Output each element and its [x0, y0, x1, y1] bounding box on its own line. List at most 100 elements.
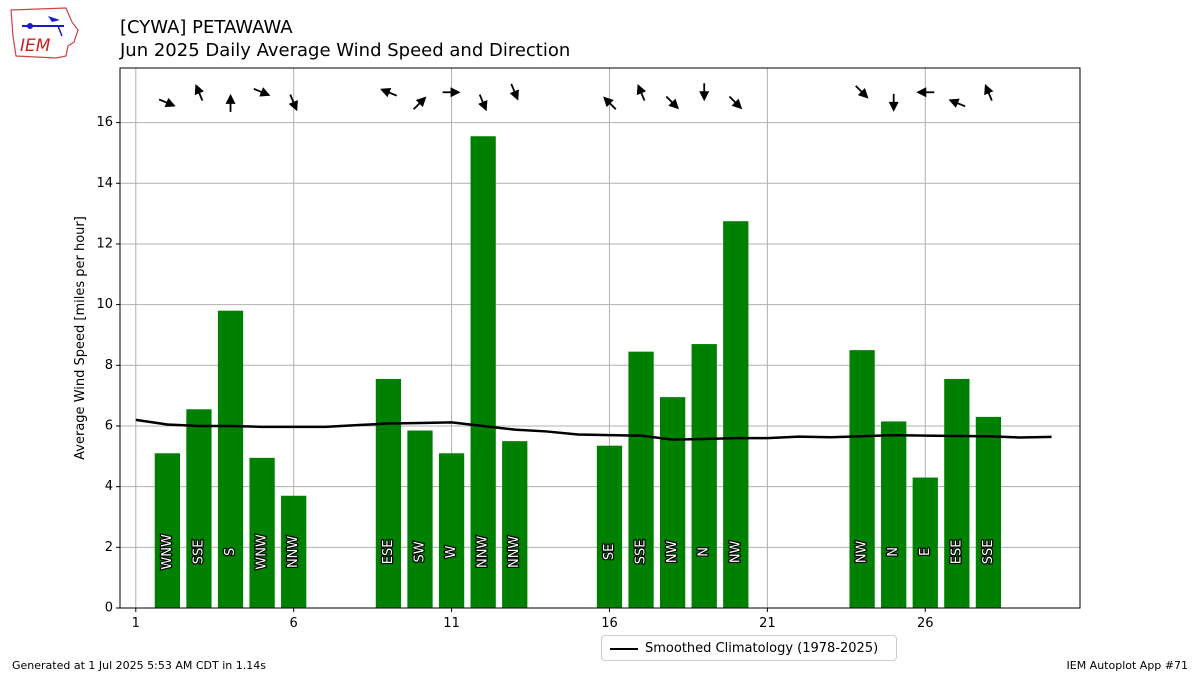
wind-arrow-day-19	[699, 83, 710, 102]
bar-day-18	[660, 397, 686, 608]
climatology-line	[135, 418, 1052, 441]
y-tick-label: 14	[96, 176, 113, 191]
chart: WNW SSE S WNW NNW ESE SW W NNW NNW SE SSE NW N NW NW N E E…	[73, 67, 1081, 630]
y-tick-label: 16	[96, 115, 113, 130]
bar-day-19	[691, 344, 717, 608]
bar-day-25	[881, 421, 907, 608]
wind-arrow-head	[603, 96, 614, 108]
bar-day-6	[281, 495, 307, 608]
wind-arrow-head	[380, 88, 392, 98]
iem-logo: IEM	[8, 6, 80, 60]
bar-day-13	[502, 441, 528, 608]
direction-label-day-10: SW	[413, 541, 428, 562]
direction-label-day-5: WNW	[255, 534, 270, 570]
wind-arrow-day-11	[442, 87, 461, 98]
wind-arrow-day-18	[665, 95, 679, 110]
wind-arrow-head	[731, 98, 743, 110]
bar-day-9	[375, 378, 402, 608]
direction-label-day-17: SSE	[634, 540, 649, 565]
direction-label-day-28: SSE	[981, 540, 996, 565]
y-tick-label: 10	[96, 297, 113, 312]
wind-arrow-day-20	[728, 95, 743, 110]
direction-label-day-9: ESE	[381, 540, 396, 565]
direction-label-day-27: ESE	[949, 540, 964, 565]
bar-day-20	[723, 221, 749, 608]
legend-label: Smoothed Climatology (1978-2025)	[645, 641, 879, 656]
wind-arrow-head	[164, 97, 176, 108]
wind-arrow-day-3	[194, 83, 204, 101]
wind-arrows	[158, 83, 994, 112]
x-tick-label: 1	[132, 616, 140, 630]
wind-arrow-day-12	[478, 94, 488, 112]
y-axis-label: Average Wind Speed [miles per hour]	[73, 216, 88, 460]
wind-arrow-day-26	[916, 87, 935, 98]
bars	[154, 136, 1002, 608]
x-tick-label: 16	[601, 616, 618, 630]
wind-arrow-day-24	[855, 85, 869, 99]
wind-arrow-head	[478, 100, 488, 112]
chart-title: [CYWA] PETAWAWA	[120, 17, 293, 38]
bar-day-3	[186, 409, 212, 608]
direction-label-day-24: NW	[855, 540, 870, 563]
direction-label-day-12: NNW	[476, 536, 491, 568]
direction-label-day-26: E	[918, 548, 933, 556]
wind-arrow-day-13	[509, 83, 519, 101]
wind-arrow-day-27	[948, 98, 966, 108]
wind-arrow-head	[415, 96, 427, 108]
bar-day-17	[628, 351, 654, 608]
y-tick-label: 12	[96, 236, 113, 251]
bar-day-4	[217, 310, 244, 608]
bar-day-2	[154, 453, 180, 608]
bar-day-11	[438, 453, 465, 608]
x-tick-label: 11	[443, 616, 460, 630]
y-tick-label: 6	[105, 418, 113, 433]
wind-arrow-head	[699, 91, 710, 102]
x-tick-label: 6	[290, 616, 298, 630]
bar-day-24	[849, 350, 875, 608]
wind-arrow-head	[668, 98, 679, 110]
x-tick-label: 26	[917, 616, 934, 630]
footer-app-text: IEM Autoplot App #71	[1066, 659, 1189, 672]
wind-arrow-head	[984, 83, 994, 96]
y-tick-label: 0	[105, 601, 113, 616]
wind-arrow-day-25	[888, 93, 899, 112]
bar-day-5	[249, 457, 275, 608]
direction-label-day-13: NNW	[507, 536, 522, 568]
direction-label-day-25: N	[886, 547, 901, 557]
direction-label-day-3: SSE	[191, 540, 206, 565]
wind-arrow-day-17	[636, 83, 647, 101]
direction-label-day-2: WNW	[160, 534, 175, 570]
y-tick-label: 8	[105, 358, 113, 373]
bar-day-27	[944, 378, 970, 608]
wind-arrow-day-5	[253, 87, 271, 97]
x-tick-label: 21	[759, 616, 776, 630]
wind-arrow-day-2	[158, 97, 176, 108]
direction-label-day-16: SE	[602, 544, 617, 560]
wind-arrow-day-16	[603, 96, 617, 110]
wind-arrow-head	[916, 87, 927, 98]
wind-arrow-day-28	[984, 83, 994, 101]
wind-arrow-day-4	[225, 93, 236, 112]
wind-arrow-head	[259, 87, 271, 97]
y-tick-label: 2	[105, 540, 113, 555]
bar-day-26	[912, 477, 938, 608]
bar-day-16	[596, 445, 623, 608]
y-tick-label: 4	[105, 479, 113, 494]
direction-label-day-18: NW	[665, 540, 680, 563]
wind-arrow-head	[636, 83, 647, 96]
plot-frame	[119, 67, 1081, 609]
wind-arrow-day-6	[288, 94, 298, 112]
wind-arrow-head	[450, 87, 461, 98]
wind-arrow-day-9	[380, 88, 398, 98]
wind-arrow-head	[888, 101, 899, 112]
direction-labels: WNW SSE S WNW NNW ESE SW W NNW NNW SE SSE NW N NW NW N E E…	[159, 533, 997, 571]
bar-day-12	[470, 136, 496, 608]
climatology	[135, 418, 1052, 441]
wind-arrow-head	[948, 98, 960, 108]
wind-arrow-head	[194, 83, 204, 96]
legend: Smoothed Climatology (1978-2025)	[601, 635, 897, 661]
wind-arrow-head	[225, 93, 236, 104]
direction-label-day-20: NW	[728, 540, 743, 563]
wind-arrow-head	[509, 89, 519, 101]
